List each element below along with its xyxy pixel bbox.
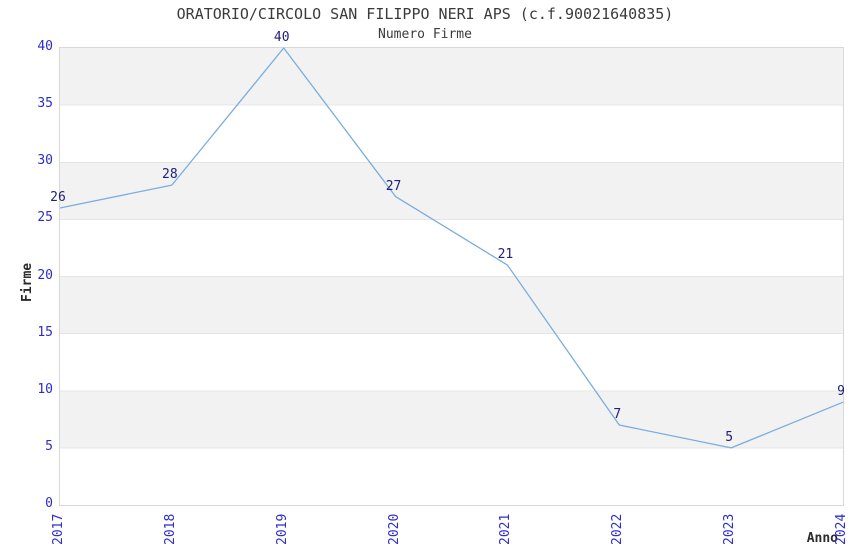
x-tick-label: 2018 [162, 513, 178, 545]
point-label: 9 [837, 384, 845, 400]
x-tick-label: 2019 [274, 513, 290, 545]
x-axis-title: Anno [806, 531, 838, 546]
chart-subtitle: Numero Firme [378, 27, 472, 42]
y-tick-label: 35 [37, 96, 53, 112]
data-line-series [59, 47, 844, 449]
background-band [60, 276, 843, 334]
y-tick-label: 25 [37, 210, 53, 226]
background-band [60, 48, 843, 106]
point-label: 26 [50, 189, 66, 205]
x-tick-label: 2020 [386, 513, 402, 545]
point-label: 40 [273, 30, 290, 45]
point-label: 28 [162, 167, 178, 183]
plot-area: 26 28 40 27 21 7 5 9 [50, 31, 845, 506]
point-label: 27 [385, 178, 402, 194]
x-tick-label: 2023 [722, 513, 738, 545]
x-tick-label: 2024 [834, 513, 849, 545]
y-tick-label: 10 [37, 381, 53, 397]
y-tick-label: 5 [45, 438, 53, 454]
chart-title: ORATORIO/CIRCOLO SAN FILIPPO NERI APS (c… [176, 5, 674, 23]
y-tick-label: 20 [37, 267, 53, 283]
background-band [60, 390, 843, 448]
x-tick-label: 2017 [51, 513, 66, 545]
point-label: 21 [497, 247, 514, 263]
y-tick-label: 40 [37, 39, 53, 54]
x-tick-label: 2021 [498, 513, 514, 545]
background-band [60, 162, 843, 220]
y-tick-label: 15 [37, 324, 53, 340]
y-tick-label: 0 [45, 496, 53, 511]
point-label: 5 [725, 429, 734, 445]
x-tick-label: 2022 [610, 513, 626, 545]
point-label: 7 [613, 407, 622, 423]
y-tick-label: 30 [37, 153, 53, 169]
chart-canvas [59, 47, 844, 449]
